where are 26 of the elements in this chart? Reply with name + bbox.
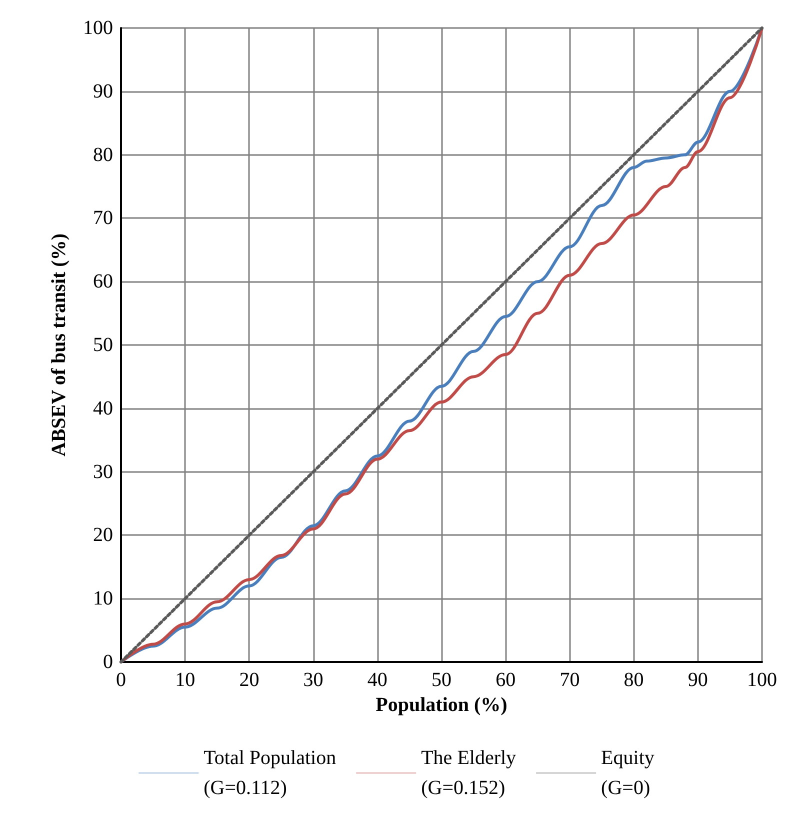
x-tick-label: 90 [688,669,708,691]
x-tick-label: 40 [367,669,388,691]
legend-label: Total Population (G=0.112) [204,747,336,799]
x-tick-label: 60 [496,669,516,691]
x-tick-label: 20 [239,669,260,691]
y-tick-label: 10 [93,588,113,610]
x-tick-label: 30 [303,669,324,691]
legend-label: The Elderly (G=0.152) [421,747,516,799]
y-tick-label: 30 [93,460,113,483]
y-tick-label: 100 [83,17,113,39]
legend-label: Equity (G=0) [601,747,654,799]
y-tick-label: 70 [93,207,113,230]
y-tick-label: 60 [93,270,113,293]
y-axis-title: ABSEV of bus transit (%) [48,234,70,456]
y-tick-label: 90 [93,80,113,102]
y-tick-label: 50 [93,334,113,356]
x-tick-label: 80 [624,669,644,691]
x-tick-label: 70 [560,669,580,691]
y-tick-label: 40 [93,397,113,420]
x-axis-title: Population (%) [376,694,508,716]
y-tick-label: 80 [93,144,113,166]
y-tick-label: 0 [103,651,113,673]
x-tick-label: 50 [432,669,452,691]
y-tick-label: 20 [93,524,113,546]
x-tick-label: 10 [175,669,196,691]
x-tick-label: 100 [747,669,777,691]
